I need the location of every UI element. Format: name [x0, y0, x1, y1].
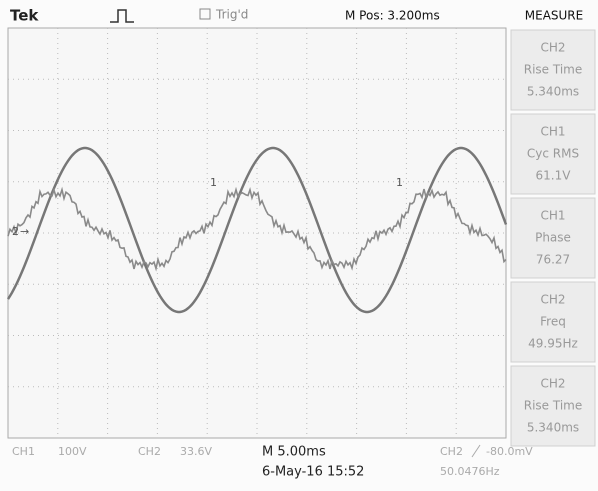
measure-source: CH1 [540, 209, 565, 223]
measure-source: CH2 [540, 41, 565, 55]
measure-type: Freq [540, 315, 566, 329]
trigger-level: -80.0mV [486, 445, 533, 458]
ch2-marker: 2 [12, 225, 19, 238]
ch1-marker: 1 [210, 176, 217, 189]
trigger-status: Trig'd [215, 8, 248, 22]
oscilloscope-screen: Tek Trig'd M Pos: 3.200ms MEASURE 2 → 1 … [0, 0, 598, 491]
ch2-scale: 33.6V [180, 445, 212, 458]
brand: Tek [10, 7, 39, 25]
measure-value: 5.340ms [527, 85, 579, 99]
measure-value: 5.340ms [527, 421, 579, 435]
measure-value: 61.1V [536, 169, 572, 183]
measure-value: 49.95Hz [528, 337, 578, 351]
measure-value: 76.27 [536, 253, 570, 267]
measure-type: Phase [535, 231, 571, 245]
measure-type: Rise Time [524, 399, 583, 413]
ch1-label: CH1 [12, 445, 35, 458]
trigger-source: CH2 [440, 445, 463, 458]
datetime: 6-May-16 15:52 [262, 465, 364, 480]
measure-source: CH2 [540, 293, 565, 307]
measure-type: Rise Time [524, 63, 583, 77]
ch2-marker-arrow: → [20, 225, 29, 238]
ch2-label: CH2 [138, 445, 161, 458]
measure-type: Cyc RMS [527, 147, 579, 161]
measure-panels: CH2 Rise Time 5.340ms CH1 Cyc RMS 61.1V CH1 Pha… [511, 30, 595, 446]
trigger-frequency: 50.0476Hz [440, 465, 500, 478]
ch1-scale: 100V [58, 445, 87, 458]
measure-source: CH2 [540, 377, 565, 391]
measure-source: CH1 [540, 125, 565, 139]
timebase: M 5.00ms [262, 445, 326, 460]
ch1-marker: 1 [396, 176, 403, 189]
horizontal-position: M Pos: 3.200ms [345, 9, 440, 23]
menu-title: MEASURE [525, 9, 583, 23]
scope-display: Tek Trig'd M Pos: 3.200ms MEASURE 2 → 1 … [0, 0, 598, 491]
